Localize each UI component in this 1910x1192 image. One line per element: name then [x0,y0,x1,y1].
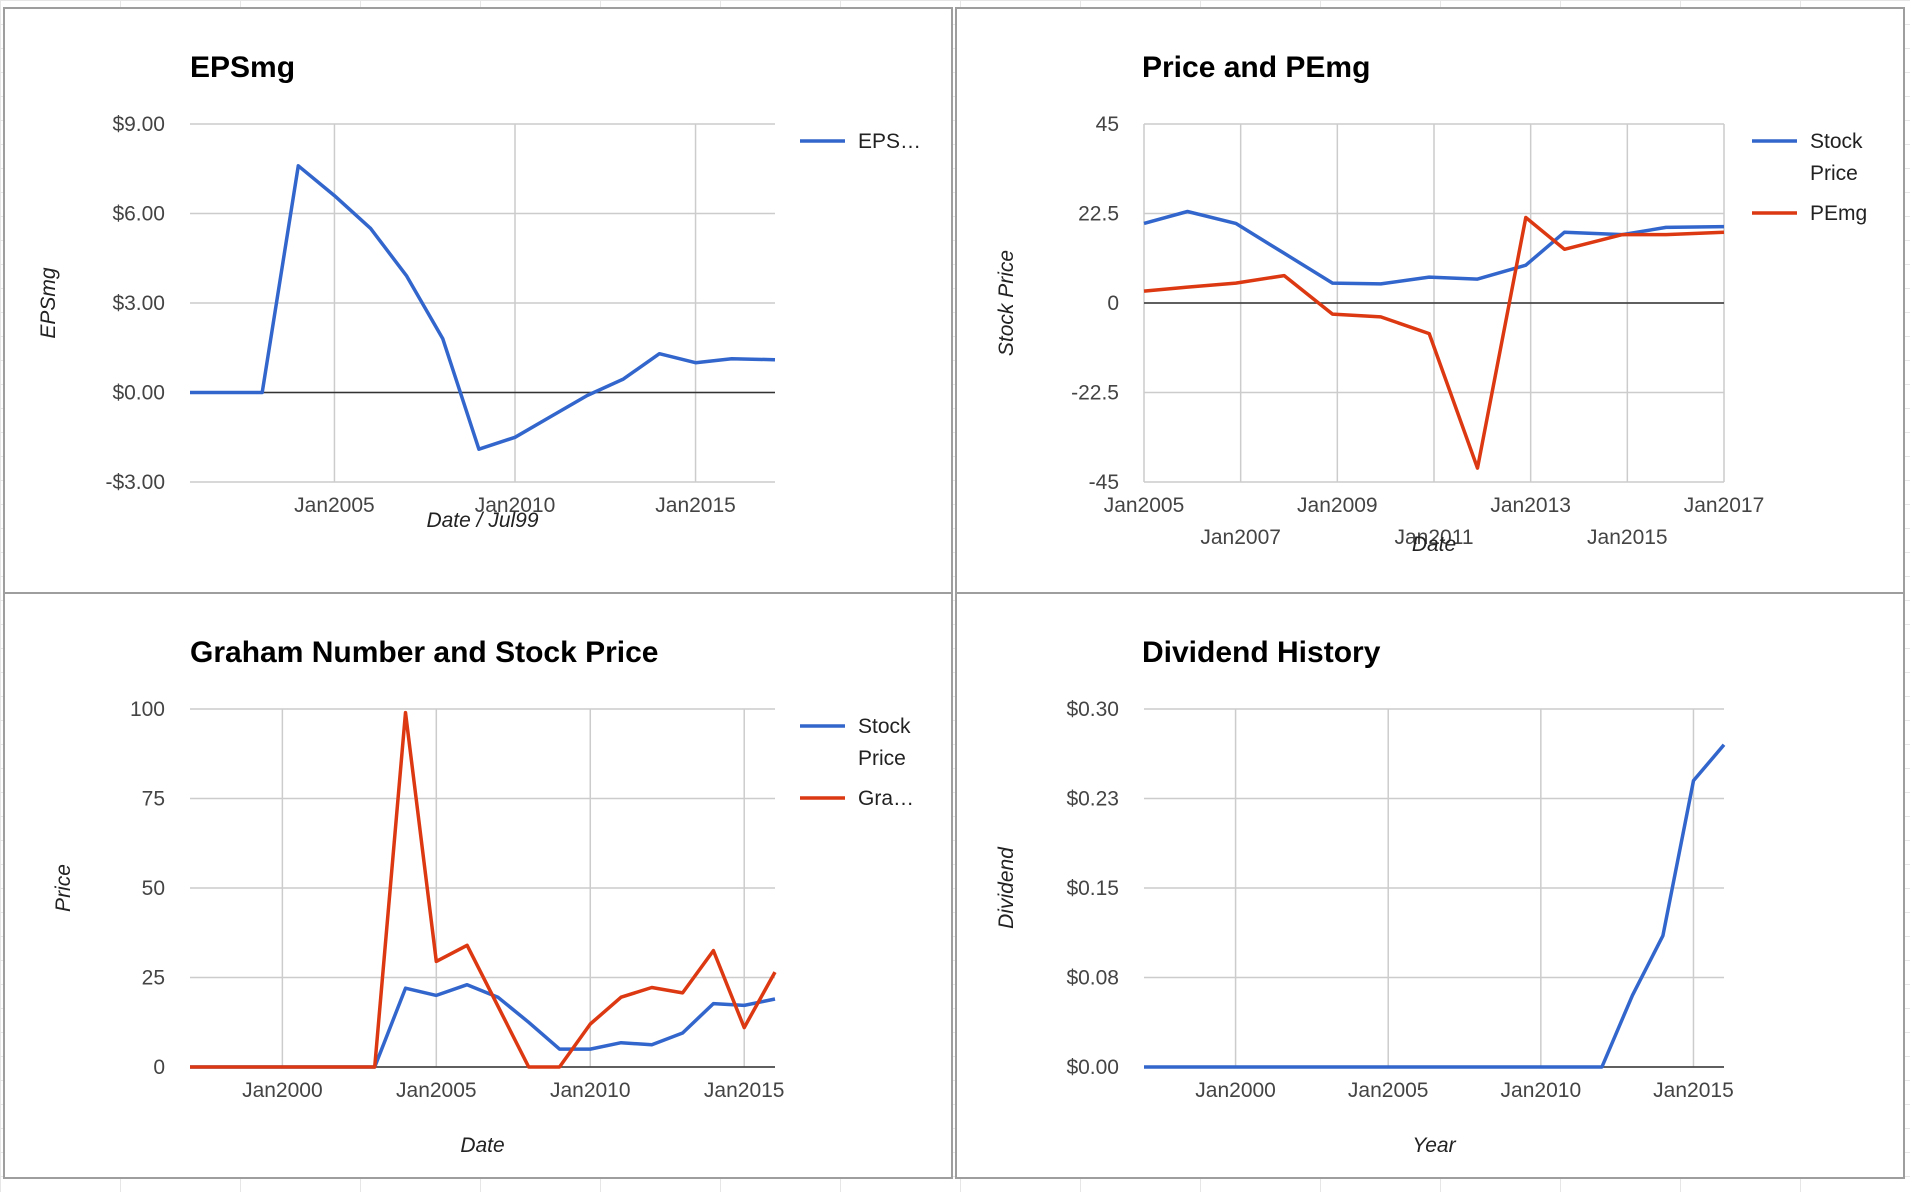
y-tick-label: 100 [130,698,165,721]
y-tick-label: -$3.00 [105,471,165,494]
x-axis-title: Date [460,1134,504,1157]
x-tick-label: Jan2015 [704,1079,785,1102]
chart-panel-price-pemg: Price and PEmg 45 22.5 0 -22.5 -45 Jan2005 Jan2… [955,7,1905,594]
series-line-1 [190,982,776,1069]
series-line-1 [1144,743,1726,1069]
x-tick-label: Jan2015 [1587,526,1668,549]
y-tick-label: 25 [142,967,165,990]
legend-label: EPS… [858,130,921,153]
legend-label: PEmg [1810,202,1867,225]
y-tick-label: $0.00 [112,382,165,405]
x-tick-label: Jan2010 [1501,1079,1582,1102]
x-axis-title: Year [1412,1134,1456,1157]
y-tick-label: $0.08 [1066,967,1119,990]
x-tick-label: Jan2015 [655,494,736,517]
x-tick-label: Jan2000 [242,1079,323,1102]
chart-title: Graham Number and Stock Price [190,636,659,669]
y-tick-label: 45 [1096,113,1119,136]
x-tick-label: Jan2011 [1394,526,1473,549]
y-axis-title: EPSmg [37,267,60,339]
y-axis-title: Stock Price [995,250,1018,356]
x-tick-label: Jan2005 [294,494,375,517]
epsmg-chart: EPSmg $9.00 $6.00 $3.00 $0.00 -$3.00 Jan2005 Ja… [37,51,921,532]
legend-label: Price [858,747,906,770]
y-tick-label: $3.00 [112,292,165,315]
chart-title: Price and PEmg [1142,51,1370,84]
y-tick-label: $0.00 [1066,1056,1119,1079]
x-tick-label: Jan2005 [396,1079,477,1102]
x-tick-label: Jan2000 [1195,1079,1276,1102]
x-axis-title: Date / Jul99 [426,509,538,532]
x-tick-label: Jan2017 [1684,494,1765,517]
y-tick-label: 0 [1107,292,1119,315]
y-tick-label: $6.00 [112,203,165,226]
y-tick-label: 50 [142,877,165,900]
legend-label: Price [1810,162,1858,185]
x-tick-label: Jan2010 [475,494,556,517]
x-tick-label: Jan2015 [1653,1079,1734,1102]
chart-title: EPSmg [190,51,295,84]
legend-label: Stock [1810,130,1863,153]
series-line-2 [190,710,777,1069]
y-axis-title: Dividend [995,846,1018,929]
x-tick-label: Jan2009 [1297,494,1378,517]
x-tick-label: Jan2007 [1200,526,1281,549]
y-tick-label: $9.00 [112,113,165,136]
y-tick-label: $0.15 [1066,877,1119,900]
dividend-history-chart: Dividend History $0.30 $0.23 $0.15 $0.08 $0.0… [995,636,1734,1157]
chart-panel-epsmg: EPSmg $9.00 $6.00 $3.00 $0.00 -$3.00 Jan2005 Ja… [3,7,953,594]
graham-price-chart: Graham Number and Stock Price 100 75 50 25 0 J… [52,636,914,1157]
legend-label: Stock [858,715,911,738]
chart-panel-graham: Graham Number and Stock Price 100 75 50 25 0 J… [3,592,953,1179]
series-line-1 [190,164,776,451]
x-tick-label: Jan2010 [550,1079,631,1102]
chart-panel-dividend: Dividend History $0.30 $0.23 $0.15 $0.08 $0.0… [955,592,1905,1179]
y-tick-label: -45 [1089,471,1119,494]
x-tick-label: Jan2013 [1490,494,1571,517]
series-line-2 [1143,215,1725,470]
legend-label: Gra… [858,787,914,810]
x-tick-label: Jan2005 [1348,1079,1429,1102]
y-tick-label: 75 [142,788,165,811]
x-axis-title: Date [1412,533,1456,556]
y-tick-label: $0.23 [1066,788,1119,811]
y-tick-label: 0 [153,1056,165,1079]
x-tick-label: Jan2005 [1104,494,1185,517]
y-axis-title: Price [52,864,75,912]
chart-title: Dividend History [1142,636,1381,669]
y-tick-label: $0.30 [1066,698,1119,721]
y-tick-label: 22.5 [1078,203,1119,226]
y-tick-label: -22.5 [1071,382,1119,405]
